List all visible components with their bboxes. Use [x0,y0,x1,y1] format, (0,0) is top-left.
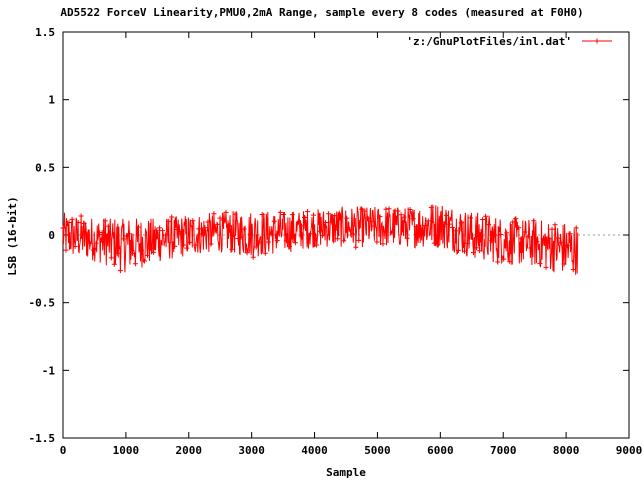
series-line [62,204,579,275]
x-tick-label: 4000 [301,444,328,457]
x-tick-label: 9000 [616,444,643,457]
y-tick-label: 1.5 [35,26,55,39]
series-points [60,204,579,274]
x-tick-label: 0 [60,444,67,457]
x-tick-label: 5000 [364,444,391,457]
y-tick-label: 0.5 [35,161,55,174]
y-tick-label: -0.5 [29,297,56,310]
chart-title: AD5522 ForceV Linearity,PMU0,2mA Range, … [60,6,583,19]
x-tick-label: 1000 [113,444,140,457]
x-tick-label: 3000 [238,444,265,457]
y-tick-label: 1 [48,94,55,107]
y-tick-label: -1 [42,364,56,377]
x-tick-label: 8000 [553,444,580,457]
legend-marker [594,38,600,44]
x-tick-label: 6000 [427,444,454,457]
y-tick-label: -1.5 [29,432,56,445]
legend-label: 'z:/GnuPlotFiles/inl.dat' [406,35,572,48]
x-tick-label: 7000 [490,444,517,457]
x-tick-label: 2000 [176,444,203,457]
y-tick-label: 0 [48,229,55,242]
plot-area: 0 1000 2000 3000 4000 5000 6000 7000 8000 9000 -1.… [29,26,643,457]
x-axis-label: Sample [326,466,366,479]
y-axis-label: LSB (16-bit) [6,196,19,275]
